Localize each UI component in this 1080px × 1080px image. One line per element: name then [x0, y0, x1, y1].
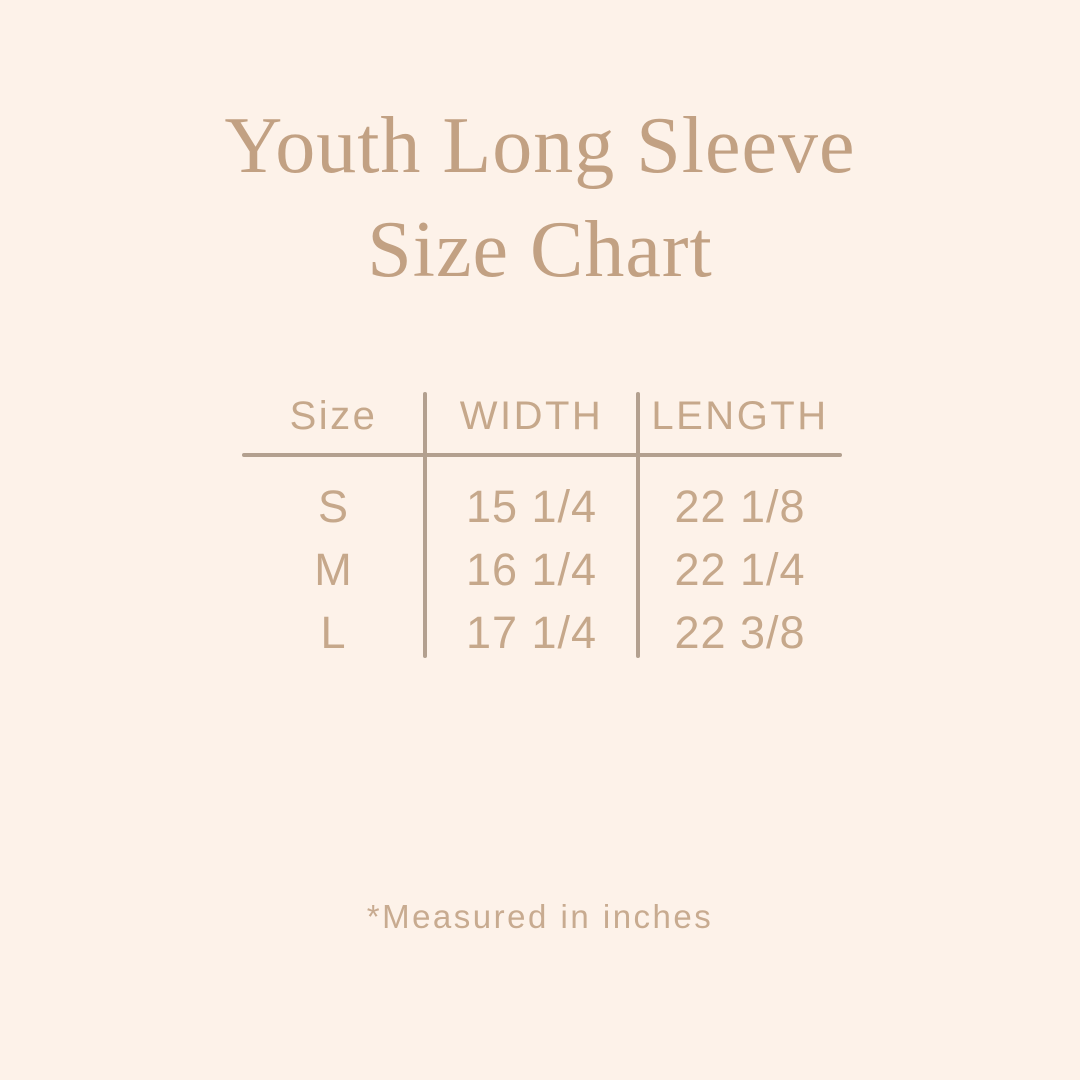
title-line-2: Size Chart: [367, 206, 713, 294]
column-divider-2: [636, 392, 640, 658]
cell-width-l: 17 1/4: [465, 606, 598, 658]
page-title: Youth Long Sleeve Size Chart: [0, 94, 1080, 302]
table-header-row: Size WIDTH LENGTH: [242, 380, 842, 453]
cell-size-s: S: [317, 480, 349, 532]
cell-size-m: M: [314, 543, 353, 595]
cell-width-m: 16 1/4: [465, 543, 598, 595]
cell-size-l: L: [320, 606, 347, 658]
measurement-note: *Measured in inches: [366, 898, 714, 935]
cell-length-l: 22 3/8: [674, 606, 806, 658]
column-divider-1: [423, 392, 427, 658]
cell-width-s: 15 1/4: [465, 480, 598, 532]
title-line-1: Youth Long Sleeve: [224, 102, 856, 190]
header-width: WIDTH: [459, 394, 604, 438]
size-table: Size WIDTH LENGTH S 15 1/4 22 1/8 M 16 1…: [242, 380, 842, 660]
header-divider-line: [242, 453, 842, 457]
cell-length-m: 22 1/4: [674, 543, 806, 595]
header-length: LENGTH: [651, 394, 829, 438]
cell-length-s: 22 1/8: [674, 480, 806, 532]
table-body: S 15 1/4 22 1/8 M 16 1/4 22 1/4 L 17 1/4…: [242, 475, 842, 664]
header-size: Size: [289, 394, 378, 438]
